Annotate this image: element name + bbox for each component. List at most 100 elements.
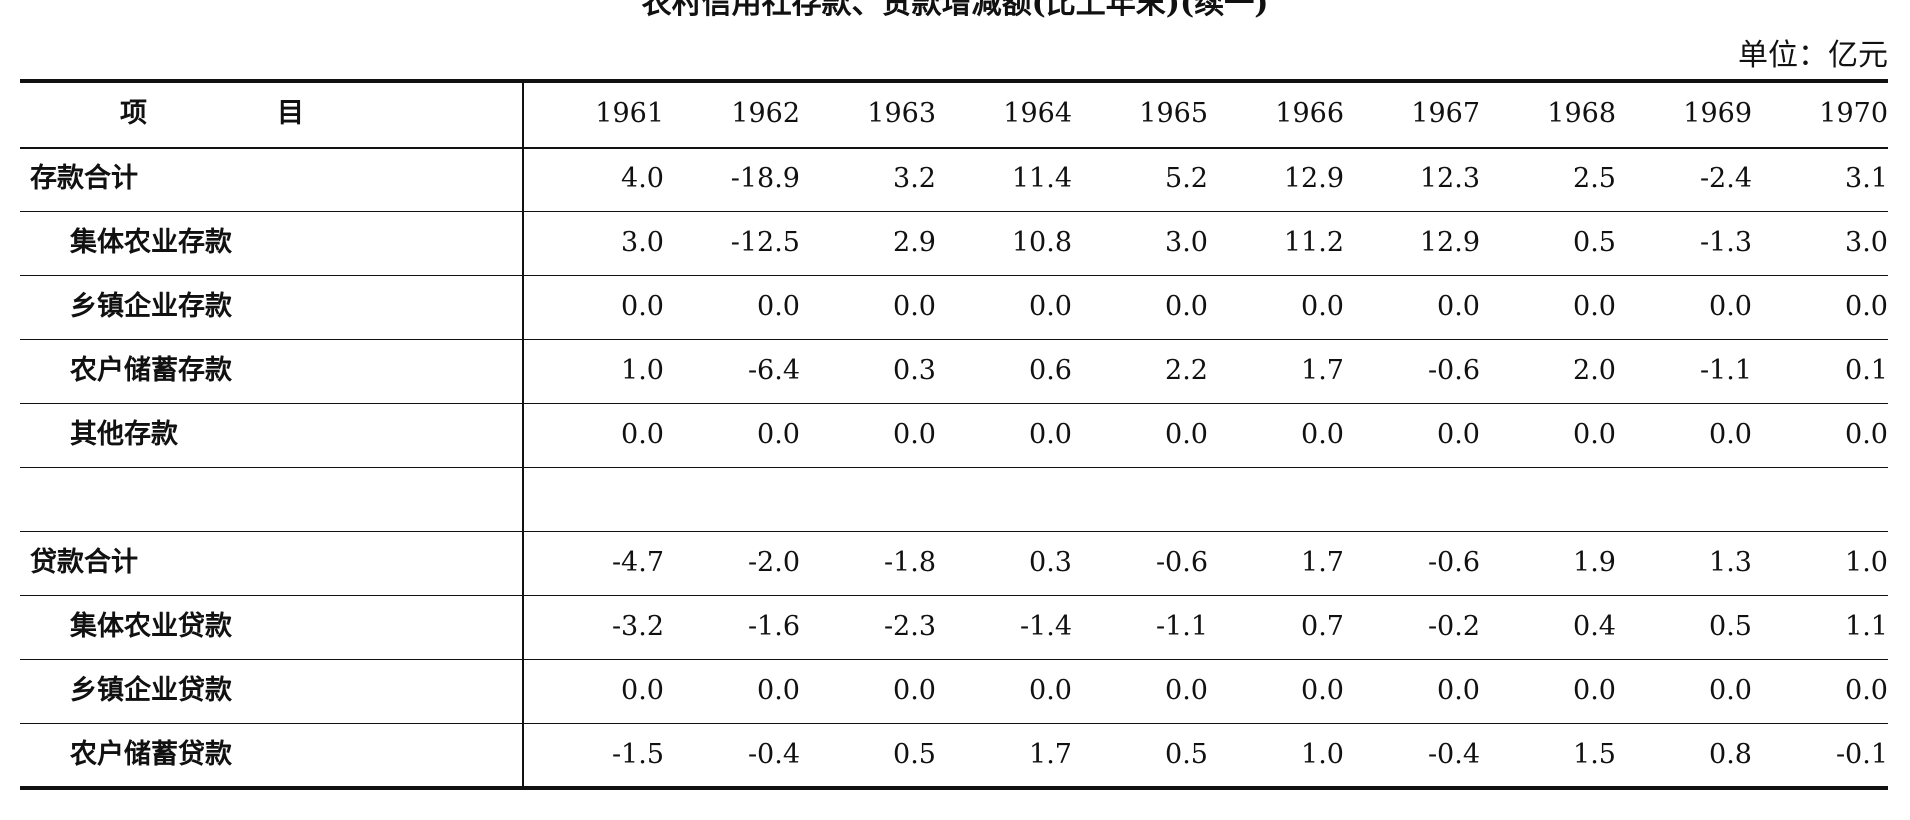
cell-value: 0.3: [1029, 547, 1072, 578]
cell-value: -1.6: [747, 611, 800, 642]
cell-value: 2.5: [1573, 163, 1616, 194]
cell-value: 3.2: [893, 163, 936, 194]
cell-value: -0.6: [1155, 547, 1208, 578]
row-label: 农户储蓄存款: [70, 355, 232, 386]
cell-value: 3.1: [1845, 163, 1888, 194]
cell-value: -1.5: [611, 739, 664, 770]
cell-value: 0.0: [1437, 291, 1480, 322]
cell-value: -0.2: [1427, 611, 1480, 642]
cell-value: -0.4: [1427, 739, 1480, 770]
header-cell: 项目: [120, 98, 434, 129]
cell-value: 0.0: [893, 291, 936, 322]
cell-value: 0.0: [1709, 291, 1752, 322]
cell-value: 1.9: [1573, 547, 1616, 578]
cell-value: 1.5: [1573, 739, 1616, 770]
header-cell: 1967: [1411, 98, 1480, 129]
cell-value: 0.0: [621, 291, 664, 322]
header-cell: 1963: [867, 98, 936, 129]
cell-value: 0.8: [1709, 739, 1752, 770]
cell-value: -0.6: [1427, 547, 1480, 578]
cell-value: 11.2: [1283, 227, 1344, 258]
cell-value: 0.5: [893, 739, 936, 770]
cell-value: -1.3: [1699, 227, 1752, 258]
cell-value: 0.0: [621, 419, 664, 450]
bottom-rule: [20, 786, 1888, 790]
cell-value: 2.0: [1573, 355, 1616, 386]
header-cell: 1965: [1139, 98, 1208, 129]
cell-value: 0.0: [1709, 419, 1752, 450]
cell-value: 0.0: [1437, 419, 1480, 450]
cell-value: 3.0: [621, 227, 664, 258]
cell-value: 3.0: [1845, 227, 1888, 258]
header-cell: 1970: [1819, 98, 1888, 129]
row-rule: [20, 531, 1888, 532]
cell-value: -4.7: [611, 547, 664, 578]
cell-value: 5.2: [1165, 163, 1208, 194]
row-label: 集体农业贷款: [70, 611, 232, 642]
cell-value: 12.9: [1283, 163, 1344, 194]
cell-value: -1.4: [1019, 611, 1072, 642]
cell-value: 4.0: [621, 163, 664, 194]
row-rule: [20, 723, 1888, 724]
row-rule: [20, 339, 1888, 340]
cell-value: 0.0: [1845, 291, 1888, 322]
cell-value: 1.3: [1709, 547, 1752, 578]
cell-value: 0.0: [1845, 419, 1888, 450]
cell-value: -0.1: [1835, 739, 1888, 770]
column-divider: [522, 81, 524, 787]
header-rule: [20, 147, 1888, 149]
cell-value: 12.3: [1419, 163, 1480, 194]
cell-value: -6.4: [747, 355, 800, 386]
cell-value: 11.4: [1011, 163, 1072, 194]
row-rule: [20, 467, 1888, 468]
cell-value: 10.8: [1011, 227, 1072, 258]
cell-value: 1.0: [1845, 547, 1888, 578]
row-rule: [20, 275, 1888, 276]
cell-value: 0.0: [1573, 675, 1616, 706]
cell-value: 0.0: [1165, 419, 1208, 450]
header-cell: 1969: [1683, 98, 1752, 129]
cell-value: 0.0: [1573, 291, 1616, 322]
cell-value: 0.0: [757, 675, 800, 706]
row-label: 乡镇企业贷款: [70, 675, 232, 706]
cell-value: 0.4: [1573, 611, 1616, 642]
unit: 单位：亿元: [1738, 38, 1888, 73]
cell-value: 1.1: [1845, 611, 1888, 642]
header-cell: 1961: [595, 98, 664, 129]
row-rule: [20, 659, 1888, 660]
cell-value: -18.9: [730, 163, 800, 194]
cell-value: 1.0: [1301, 739, 1344, 770]
row-label: 其他存款: [70, 419, 178, 450]
cell-value: 3.0: [1165, 227, 1208, 258]
cell-value: 2.2: [1165, 355, 1208, 386]
cell-value: 0.0: [1029, 291, 1072, 322]
row-rule: [20, 211, 1888, 212]
cell-value: 0.5: [1165, 739, 1208, 770]
cell-value: -0.6: [1427, 355, 1480, 386]
title: 农村信用社存款、贷款增减额(比上年末)(续一): [641, 0, 1269, 21]
cell-value: 0.5: [1709, 611, 1752, 642]
cell-value: 1.7: [1301, 355, 1344, 386]
cell-value: -1.1: [1155, 611, 1208, 642]
cell-value: 0.7: [1301, 611, 1344, 642]
header-cell: 1966: [1275, 98, 1344, 129]
row-rule: [20, 595, 1888, 596]
cell-value: 0.1: [1845, 355, 1888, 386]
cell-value: 0.0: [893, 675, 936, 706]
row-label: 存款合计: [30, 163, 138, 194]
row-label: 贷款合计: [30, 547, 138, 578]
cell-value: -1.1: [1699, 355, 1752, 386]
cell-value: -3.2: [611, 611, 664, 642]
cell-value: 0.0: [1165, 291, 1208, 322]
row-label: 集体农业存款: [70, 227, 232, 258]
row-rule: [20, 403, 1888, 404]
header-cell: 1968: [1547, 98, 1616, 129]
cell-value: 0.0: [1029, 675, 1072, 706]
cell-value: 1.0: [621, 355, 664, 386]
cell-value: 0.0: [1301, 419, 1344, 450]
cell-value: 0.0: [1709, 675, 1752, 706]
cell-value: 0.0: [1301, 675, 1344, 706]
cell-value: 0.3: [893, 355, 936, 386]
cell-value: 0.0: [1029, 419, 1072, 450]
